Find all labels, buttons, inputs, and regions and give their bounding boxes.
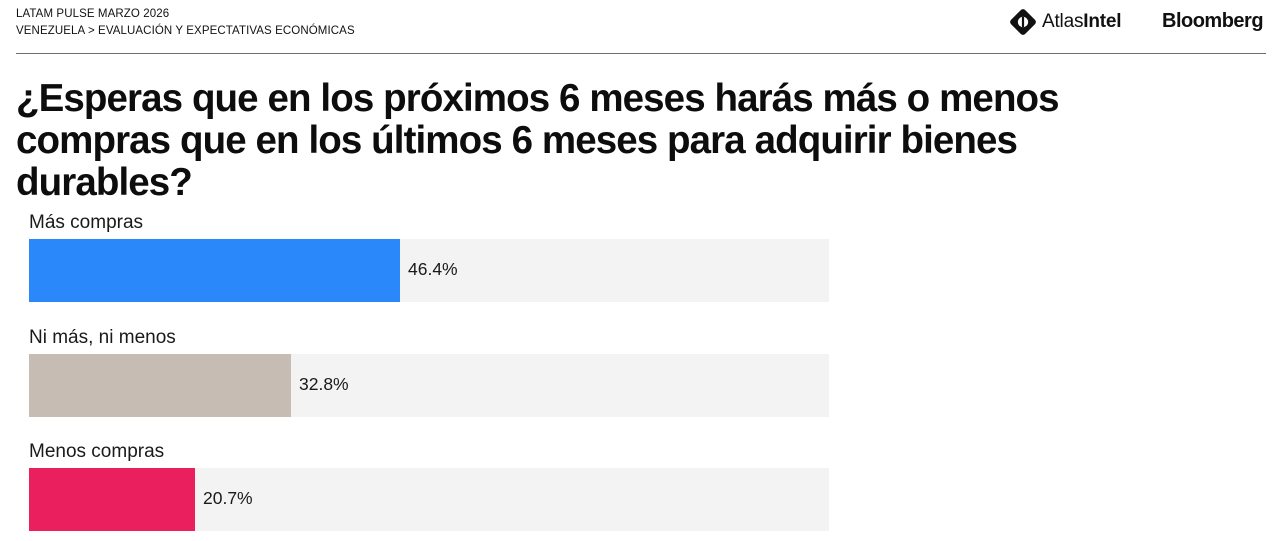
bar-track: 20.7%: [29, 468, 829, 531]
breadcrumb: VENEZUELA > EVALUACIÓN Y EXPECTATIVAS EC…: [16, 25, 355, 37]
header: LATAM PULSE MARZO 2026 VENEZUELA > EVALU…: [16, 8, 1266, 54]
chart-title: ¿Esperas que en los próximos 6 meses har…: [16, 77, 1060, 204]
category-label: Menos compras: [29, 441, 165, 462]
atlasintel-logo: AtlasIntel: [1010, 9, 1122, 35]
bar-track: 46.4%: [29, 239, 829, 302]
bar: [29, 354, 291, 417]
bar: [29, 239, 400, 302]
atlasintel-wordmark: AtlasIntel: [1042, 11, 1122, 32]
data-label: 46.4%: [408, 259, 458, 279]
category-label: Ni más, ni menos: [29, 327, 176, 348]
bar: [29, 468, 195, 531]
survey-name: LATAM PULSE MARZO 2026: [16, 8, 170, 20]
data-label: 32.8%: [299, 374, 349, 394]
data-label: 20.7%: [203, 488, 253, 508]
category-label: Más compras: [29, 212, 144, 233]
atlasintel-logo-icon: [1010, 9, 1036, 35]
bloomberg-logo: Bloomberg: [1162, 10, 1264, 32]
bar-track: 32.8%: [29, 354, 829, 417]
